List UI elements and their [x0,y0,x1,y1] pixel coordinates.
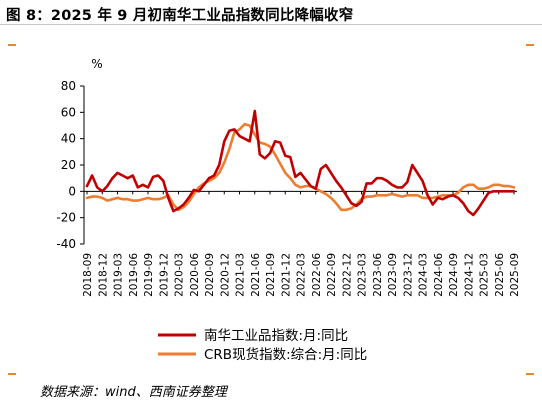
x-tick-label: 2020-09 [204,253,216,297]
x-tick-label: 2020-06 [189,253,201,297]
x-tick-label: 2024-03 [418,253,430,297]
x-tick-label: 2021-09 [265,253,277,297]
legend-label-2: CRB现货指数:综合:月:同比 [204,346,367,363]
x-tick-label: 2019-12 [158,253,170,297]
x-tick-label: 2024-09 [448,253,460,297]
x-tick-label: 2018-09 [82,253,94,297]
x-tick-label: 2022-12 [341,253,353,297]
x-tick-label: 2022-03 [296,253,308,297]
title-divider [0,24,542,25]
x-tick-label: 2025-06 [494,253,506,297]
x-tick-label: 2023-06 [372,253,384,297]
x-tick-label: 2021-03 [235,253,247,297]
x-tick-label: 2021-06 [250,253,262,297]
x-tick-label: 2025-09 [509,253,521,297]
x-tick-label: 2019-03 [113,253,125,297]
x-tick-label: 2019-06 [128,253,140,297]
x-tick-label: 2024-06 [433,253,445,297]
y-tick-label: 0 [68,184,76,198]
y-tick-label: 20 [61,158,76,172]
corner-mark-right [526,44,534,46]
y-tick-label: 60 [61,105,76,119]
x-tick-label: 2018-12 [97,253,109,297]
y-axis-unit-label: % [91,57,102,71]
y-tick-label: -20 [56,211,76,225]
x-tick-label: 2020-03 [174,253,186,297]
source-note: 数据来源：wind、西南证券整理 [40,385,227,400]
y-tick-label: 40 [61,132,76,146]
series-line-2 [85,122,516,212]
x-tick-label: 2023-12 [402,253,414,297]
y-tick-label: -40 [56,237,76,251]
corner-mark-left [8,44,16,46]
x-tick-label: 2024-12 [463,253,475,297]
y-tick-label: 80 [61,79,76,93]
legend-label-1: 南华工业品指数:月:同比 [204,328,348,344]
x-tick-label: 2021-12 [280,253,292,297]
x-tick-label: 2019-09 [143,253,155,297]
figure-title: 图 8：2025 年 9 月初南华工业品指数同比降幅收窄 [6,8,354,24]
series-line-1 [85,109,516,217]
corner-mark-bottom-right [526,373,534,375]
x-tick-label: 2023-03 [357,253,369,297]
x-tick-label: 2023-09 [387,253,399,297]
x-tick-label: 2022-09 [326,253,338,297]
corner-mark-bottom-left [8,373,16,375]
x-tick-label: 2025-03 [479,253,491,297]
x-tick-label: 2022-06 [311,253,323,297]
x-tick-label: 2020-12 [219,253,231,297]
